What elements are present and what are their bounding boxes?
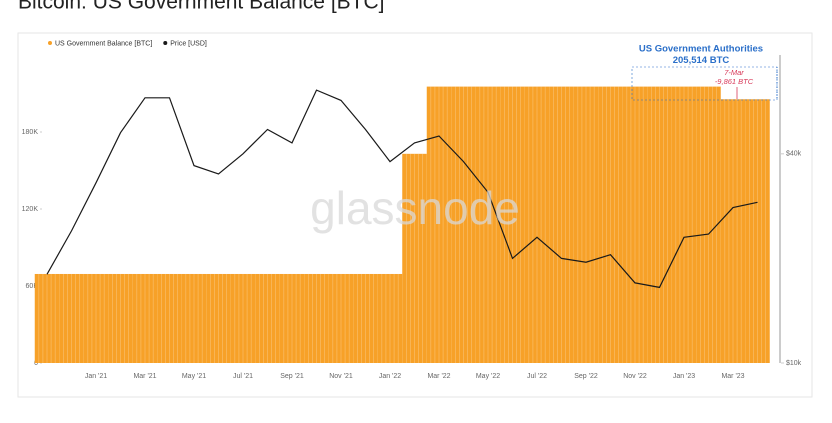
watermark: glassnode [310, 182, 520, 234]
y2-tick-label: $40k [786, 151, 802, 158]
bar [206, 273, 231, 363]
bar [500, 86, 525, 363]
x-tick-label: Jan '21 [85, 373, 107, 380]
annotation-change: -9,861 BTC [715, 77, 754, 86]
bar [475, 86, 501, 363]
bar [524, 86, 550, 363]
bar [157, 273, 182, 363]
x-tick-label: Nov '21 [329, 373, 353, 380]
bar [83, 273, 109, 363]
x-tick-label: Sep '22 [574, 373, 598, 380]
bar [647, 86, 672, 363]
x-tick-label: Mar '22 [427, 373, 450, 380]
bar [132, 273, 158, 363]
annotation-box [631, 66, 778, 101]
bar [451, 86, 476, 363]
bar [59, 273, 84, 363]
annotation-date: 7-Mar [724, 68, 744, 77]
bar [622, 86, 648, 363]
bar [304, 273, 329, 363]
bar [108, 273, 133, 363]
bar [573, 86, 599, 363]
bar [328, 273, 354, 363]
bar [402, 153, 427, 363]
y-tick-label: 60K [26, 283, 39, 290]
x-tick-label: Sep '21 [280, 373, 304, 380]
legend-swatch [48, 41, 52, 45]
x-tick-label: Mar '21 [133, 373, 156, 380]
y-tick-label: 0 [34, 360, 38, 367]
bar [377, 273, 403, 363]
bar [549, 86, 574, 363]
bar [181, 273, 207, 363]
x-tick-label: May '21 [182, 373, 206, 380]
annotation-title: US Government Authorities [639, 44, 763, 55]
x-tick-label: Jul '22 [527, 373, 547, 380]
x-tick-label: Nov '22 [623, 373, 647, 380]
chart-title: Bitcoin: US Government Balance [BTC] [18, 0, 385, 14]
legend-label: Price [USD] [170, 40, 207, 47]
bar [255, 273, 280, 363]
bar [745, 99, 770, 364]
bar [353, 273, 378, 363]
annotation-text: 205,514 BTC [673, 55, 730, 66]
y2-tick-label: $10k [786, 360, 802, 367]
x-tick-label: May '22 [476, 373, 500, 380]
bar [279, 273, 305, 363]
bar [671, 86, 697, 363]
price-line [46, 89, 758, 289]
bar [426, 86, 452, 363]
x-tick-label: Mar '23 [721, 373, 744, 380]
bar [230, 273, 256, 363]
x-tick-label: Jan '23 [673, 373, 695, 380]
y-tick-label: 180K [22, 129, 39, 136]
x-tick-label: Jan '22 [379, 373, 401, 380]
y-tick-label: 120K [22, 206, 39, 213]
bar [720, 99, 746, 364]
legend-label: US Government Balance [BTC] [55, 40, 152, 47]
bar [34, 273, 60, 363]
bar [598, 86, 623, 363]
legend-swatch [163, 41, 168, 45]
x-tick-label: Jul '21 [233, 373, 253, 380]
